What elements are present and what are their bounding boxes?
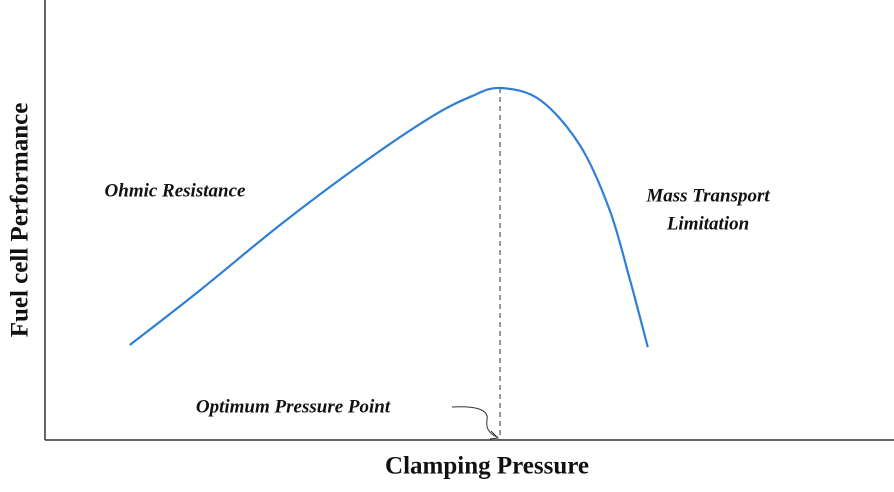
- annotation: Limitation: [666, 213, 749, 234]
- arrow-head: [489, 430, 500, 440]
- y-axis-label: Fuel cell Performance: [7, 103, 34, 338]
- annotation: Ohmic Resistance: [105, 180, 246, 201]
- annotation-arrow: [451, 406, 498, 438]
- curve: [129, 86, 649, 348]
- annotation: Optimum Pressure Point: [196, 396, 391, 417]
- annotation: Mass Transport: [645, 185, 770, 206]
- x-axis-label: Clamping Pressure: [385, 453, 589, 480]
